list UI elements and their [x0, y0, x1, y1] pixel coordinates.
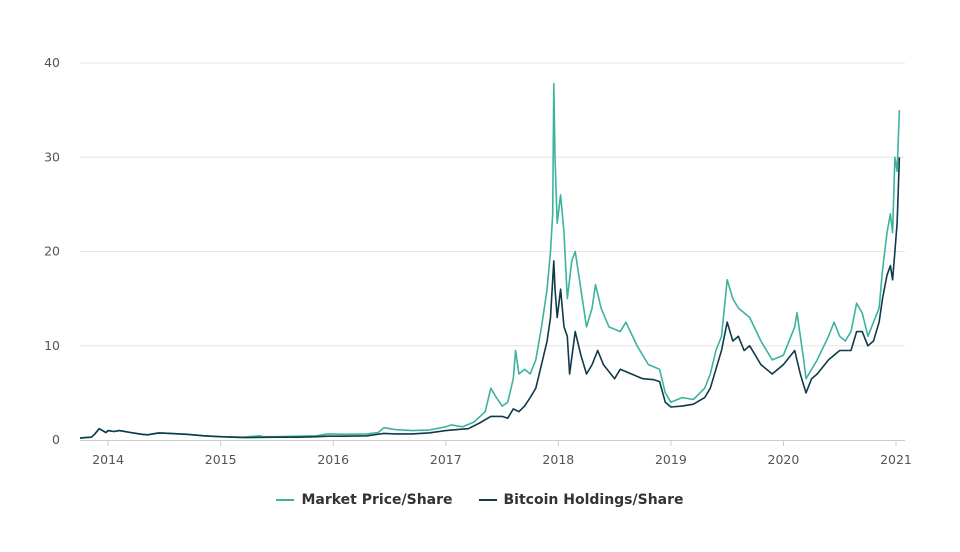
x-tick-label-2014: 2014	[92, 452, 124, 467]
x-tick-label-2016: 2016	[317, 452, 349, 467]
y-tick-label-0: 0	[52, 432, 60, 447]
x-tick-label-2019: 2019	[655, 452, 687, 467]
legend: Market Price/Share Bitcoin Holdings/Shar…	[0, 492, 960, 508]
legend-swatch-bitcoin-holdings	[478, 499, 497, 501]
x-axis: 2014 2015 2016 2017 2018 2019 2020 2021	[80, 440, 912, 467]
x-tick-label-2017: 2017	[430, 452, 462, 467]
legend-item-bitcoin-holdings[interactable]: Bitcoin Holdings/Share	[478, 492, 684, 508]
legend-swatch-market-price	[276, 499, 295, 501]
y-tick-label-10: 10	[44, 338, 60, 353]
x-tick-label-2018: 2018	[542, 452, 574, 467]
y-tick-label-20: 20	[44, 244, 60, 259]
x-tick-label-2021: 2021	[880, 452, 912, 467]
x-tick-label-2020: 2020	[768, 452, 800, 467]
x-tick-label-2015: 2015	[205, 452, 237, 467]
legend-label-market-price: Market Price/Share	[301, 492, 453, 508]
series-lines	[79, 82, 901, 439]
gridlines	[80, 62, 905, 347]
series-line-bitcoin-holdings	[79, 157, 901, 439]
legend-item-market-price[interactable]: Market Price/Share	[276, 492, 453, 508]
y-tick-label-30: 30	[44, 149, 60, 164]
series-line-market-price	[79, 82, 901, 439]
legend-label-bitcoin-holdings: Bitcoin Holdings/Share	[503, 492, 684, 508]
y-axis-tick-labels: 0 10 20 30 40	[44, 55, 60, 447]
y-tick-label-40: 40	[44, 55, 60, 70]
